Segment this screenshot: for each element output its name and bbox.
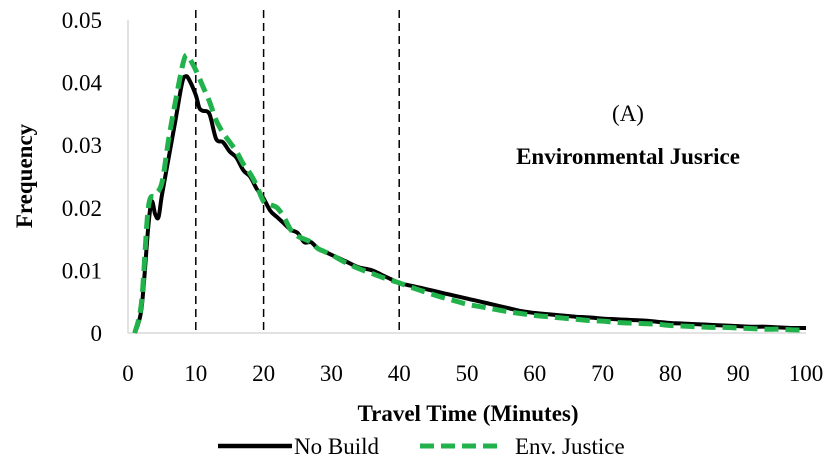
x-tick-label: 50 <box>456 361 479 386</box>
y-tick-label: 0.04 <box>62 71 103 96</box>
x-tick-label: 100 <box>789 361 824 386</box>
y-tick-label: 0.02 <box>62 196 102 221</box>
annotation-subtitle: Environmental Jusrice <box>516 144 740 169</box>
y-tick-label: 0.01 <box>62 258 102 283</box>
y-tick-label: 0 <box>91 321 103 346</box>
x-axis-title: Travel Time (Minutes) <box>357 401 578 426</box>
annotation-label: (A) <box>612 101 644 126</box>
series-layer <box>132 52 807 334</box>
y-axis-title: Frequency <box>12 123 37 228</box>
y-tick-label: 0.05 <box>62 8 102 33</box>
y-tick-labels: 0 0.01 0.02 0.03 0.04 0.05 <box>62 8 103 346</box>
x-tick-label: 30 <box>320 361 343 386</box>
legend-label-no-build: No Build <box>294 434 379 459</box>
x-tick-labels: 0 10 20 30 40 50 60 70 80 90 100 <box>122 361 823 386</box>
x-tick-label: 10 <box>184 361 207 386</box>
series-line-no-build <box>132 74 807 334</box>
x-tick-label: 70 <box>591 361 614 386</box>
reference-lines <box>195 10 400 333</box>
x-tick-label: 60 <box>523 361 546 386</box>
y-tick-label: 0.03 <box>62 133 102 158</box>
x-tick-label: 90 <box>727 361 750 386</box>
x-tick-label: 80 <box>659 361 682 386</box>
x-tick-label: 20 <box>252 361 275 386</box>
legend-label-env-justice: Env. Justice <box>515 434 625 459</box>
series-line-env-justice <box>132 52 807 334</box>
legend: No Build Env. Justice <box>218 434 625 459</box>
x-tick-label: 40 <box>388 361 411 386</box>
x-tick-label: 0 <box>122 361 134 386</box>
